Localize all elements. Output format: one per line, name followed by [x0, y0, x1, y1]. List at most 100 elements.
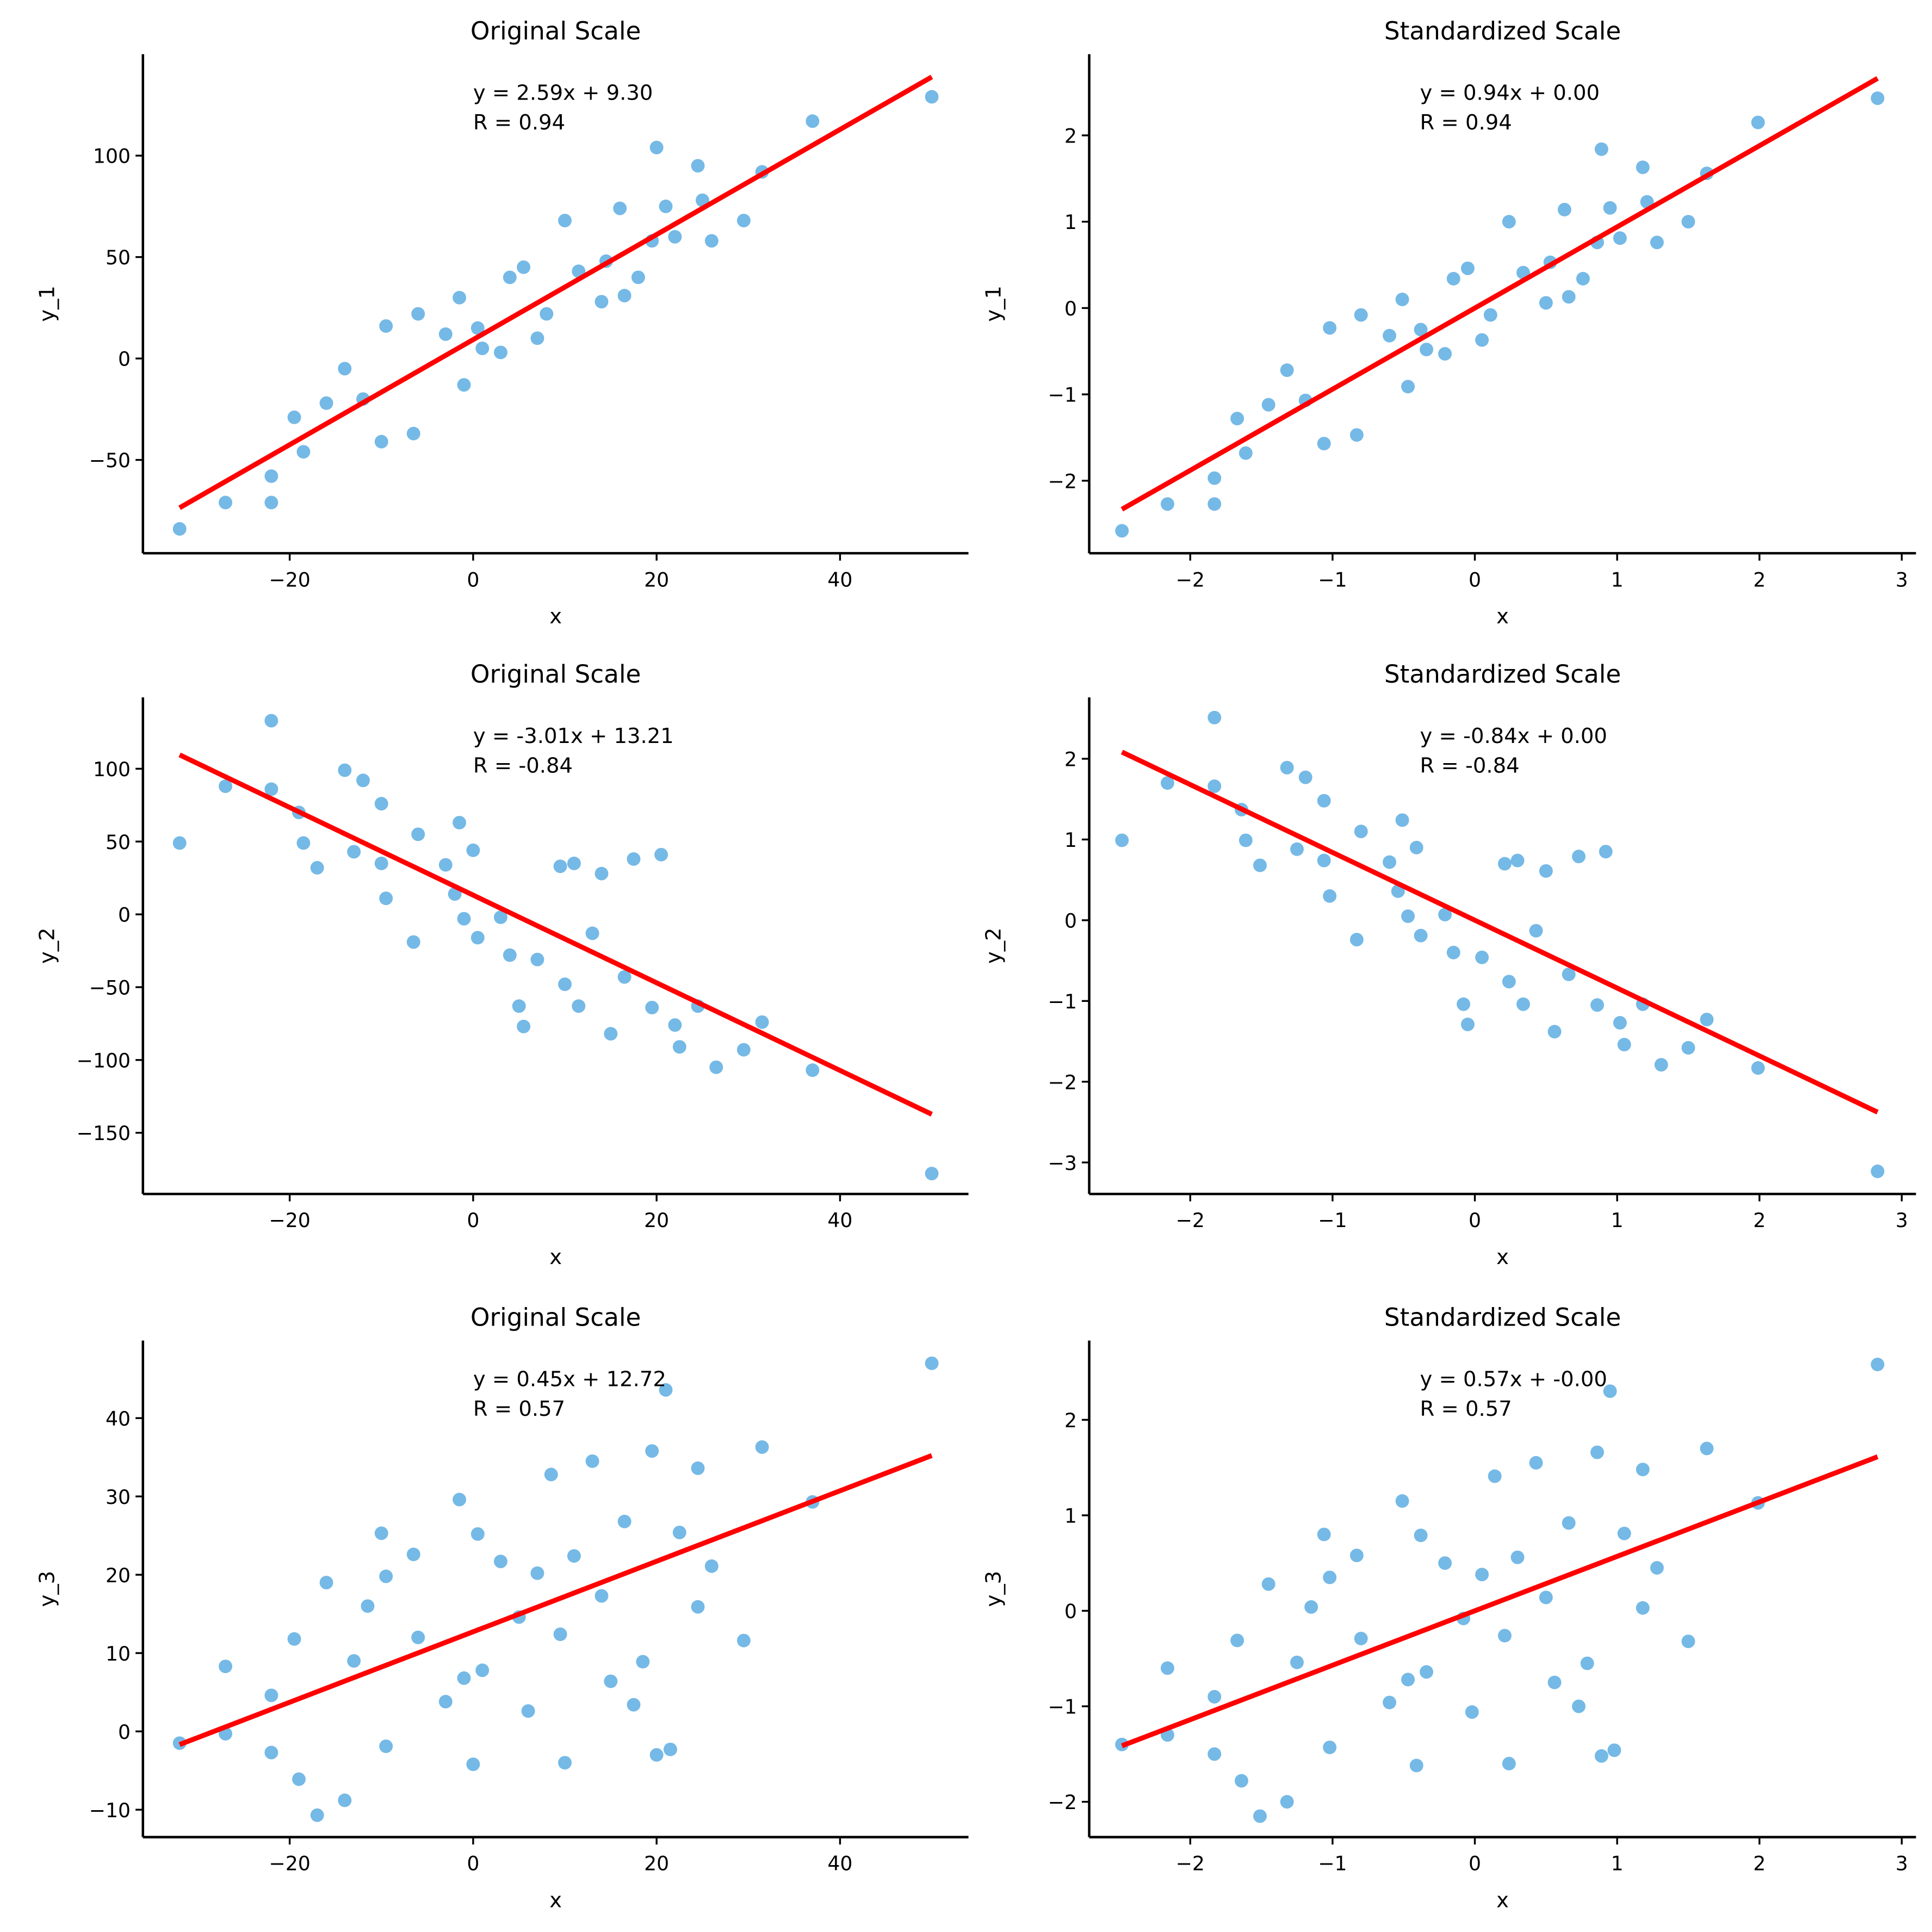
point — [338, 1793, 352, 1807]
point — [1871, 1358, 1885, 1372]
point — [1547, 1675, 1562, 1689]
point — [1457, 997, 1471, 1011]
point — [704, 234, 719, 248]
point — [1115, 524, 1129, 538]
point — [319, 1576, 333, 1590]
point — [1498, 857, 1512, 871]
point — [411, 1630, 425, 1644]
x-tick-label: 3 — [1896, 1209, 1908, 1232]
point — [1280, 363, 1294, 377]
point — [1475, 950, 1489, 964]
point — [1323, 1570, 1337, 1584]
point — [691, 1461, 705, 1475]
point — [567, 1549, 581, 1563]
point — [1239, 833, 1253, 847]
point — [806, 1063, 820, 1077]
point — [172, 836, 187, 850]
point — [1636, 160, 1650, 175]
point — [1317, 794, 1331, 808]
x-tick-label: 1 — [1611, 568, 1624, 591]
point — [1349, 933, 1364, 946]
point — [1572, 850, 1586, 864]
y-tick-label: 50 — [106, 831, 131, 854]
point — [1438, 1556, 1452, 1570]
point — [1502, 1756, 1516, 1770]
x-tick-label: 40 — [827, 1852, 852, 1875]
x-tick-label: −20 — [269, 1852, 310, 1875]
point — [1502, 215, 1516, 229]
y-label: y_3 — [981, 1571, 1006, 1607]
y-tick-label: 2 — [1064, 124, 1077, 147]
y-label: y_2 — [35, 927, 60, 964]
point — [457, 912, 471, 926]
point — [736, 1633, 751, 1648]
point — [457, 1671, 471, 1685]
point — [1160, 497, 1174, 511]
point — [475, 1663, 490, 1677]
point — [287, 1632, 301, 1646]
point — [1349, 428, 1364, 442]
point — [521, 1704, 535, 1718]
point — [1871, 1165, 1885, 1178]
point — [553, 859, 567, 874]
fit-line — [1120, 750, 1879, 1114]
point — [1603, 201, 1617, 215]
x-tick-label: 3 — [1896, 1852, 1908, 1875]
point — [361, 1599, 375, 1613]
point — [1317, 437, 1331, 450]
point — [1323, 321, 1337, 335]
y-tick-label: −2 — [1048, 1070, 1076, 1094]
point — [1317, 1527, 1331, 1541]
point — [1700, 1441, 1714, 1456]
point — [1590, 998, 1604, 1012]
point — [553, 1627, 567, 1642]
point — [691, 159, 705, 173]
point — [806, 114, 820, 128]
point — [1230, 1633, 1244, 1648]
y-tick-label: −50 — [89, 449, 131, 472]
annotation: R = -0.84 — [1420, 753, 1520, 778]
fit-line — [1121, 1454, 1879, 1748]
point — [1498, 1628, 1512, 1643]
point — [1239, 446, 1253, 460]
y-tick-label: −1 — [1048, 1695, 1076, 1719]
point — [264, 469, 278, 483]
point — [617, 289, 631, 302]
x-tick-label: 0 — [1469, 1209, 1481, 1232]
x-tick-label: 40 — [827, 1209, 852, 1232]
point — [219, 496, 233, 510]
y-tick-label: −50 — [89, 976, 131, 1000]
annotation: R = 0.94 — [1420, 110, 1512, 135]
point — [1395, 813, 1409, 827]
point — [356, 773, 370, 788]
point — [411, 827, 425, 841]
annotation: y = 2.59x + 9.30 — [473, 81, 653, 105]
point — [604, 1027, 618, 1041]
point — [503, 270, 517, 284]
point — [1401, 909, 1415, 923]
title: Standardized Scale — [1384, 1303, 1621, 1332]
point — [310, 860, 324, 875]
y-label: y_1 — [35, 286, 60, 322]
point — [379, 1739, 393, 1753]
point — [466, 1757, 480, 1772]
point — [1681, 1634, 1695, 1649]
point — [475, 341, 490, 355]
point — [1590, 1445, 1604, 1459]
point — [1323, 889, 1337, 903]
point — [503, 948, 517, 962]
point — [1557, 202, 1571, 216]
x-tick-label: −1 — [1318, 1209, 1347, 1232]
point — [1290, 1655, 1304, 1669]
point — [649, 140, 664, 154]
point — [1414, 928, 1428, 943]
point — [530, 331, 544, 345]
y-tick-label: −150 — [77, 1122, 131, 1145]
point — [1650, 1561, 1664, 1575]
point — [219, 779, 233, 793]
point — [438, 327, 453, 341]
x-tick-label: 0 — [467, 1852, 479, 1875]
annotation: R = 0.57 — [1420, 1397, 1512, 1421]
point — [494, 910, 507, 924]
